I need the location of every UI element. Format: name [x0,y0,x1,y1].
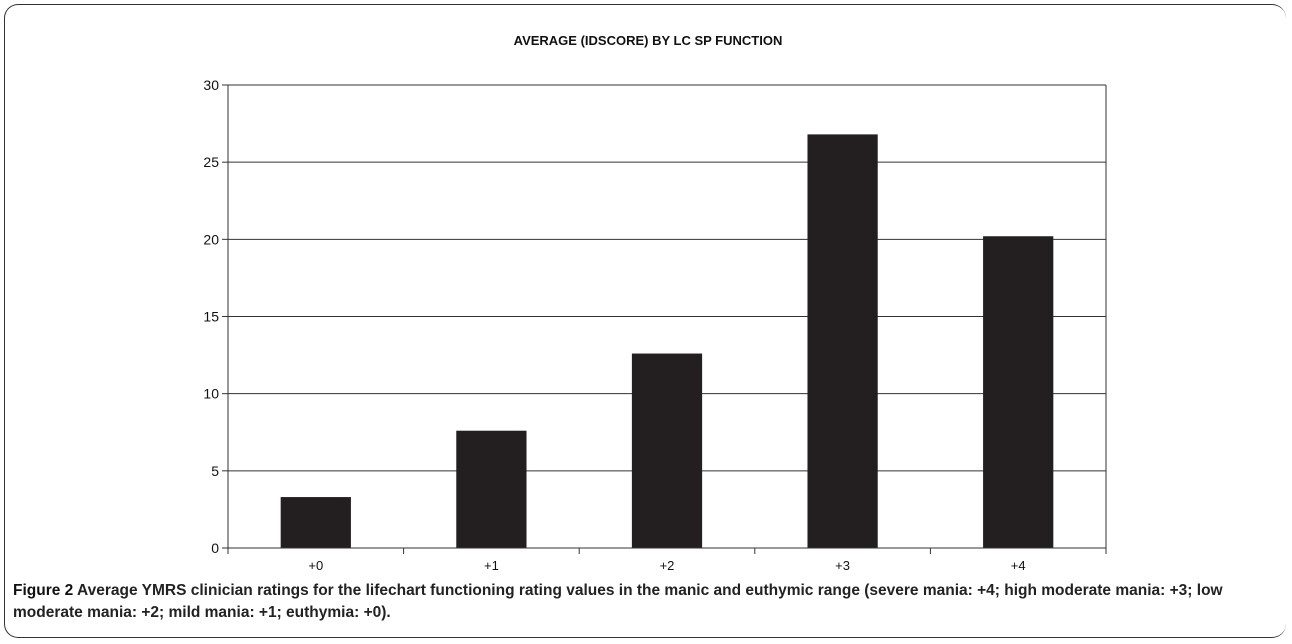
x-tick-label: +2 [660,558,675,573]
bar [456,430,527,548]
y-tick-label: 0 [211,540,219,556]
bar-chart: AVERAGE (IDSCORE) BY LC SP FUNCTION 0 5 10… [203,33,1107,573]
y-tick-label: 15 [203,309,219,325]
x-tick-label: +3 [835,558,850,573]
x-axis-ticks: +0 +1 +2 +3 +4 [227,548,1107,573]
y-tick-label: 25 [203,154,219,170]
bar [983,236,1054,548]
bars [280,134,1054,549]
y-tick-label: 5 [211,463,219,479]
bar [807,134,878,549]
x-tick-label: +1 [484,558,499,573]
y-tick-label: 10 [203,386,219,402]
bar [280,497,351,548]
x-tick-label: +4 [1011,558,1026,573]
figure-caption: Figure 2 Average YMRS clinician ratings … [13,580,1281,624]
y-tick-label: 30 [203,77,219,93]
figure-frame [4,4,1286,638]
y-tick-label: 20 [203,231,219,247]
figure-label: Figure 2 [13,582,74,599]
chart-title: AVERAGE (IDSCORE) BY LC SP FUNCTION [514,33,783,48]
bar [631,353,703,548]
x-tick-label: +0 [308,558,323,573]
y-axis-ticks: 0 5 10 15 20 25 30 [203,77,228,556]
axes [227,85,1107,549]
figure-caption-text: Average YMRS clinician ratings for the l… [13,582,1223,621]
